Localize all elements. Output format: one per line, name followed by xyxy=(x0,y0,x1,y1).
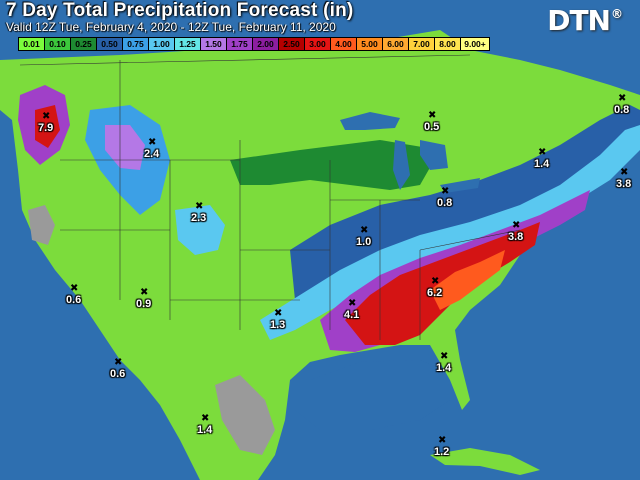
lake-huron xyxy=(420,140,448,170)
value-label-mexico: 1.4 xyxy=(197,424,213,436)
precip-legend: 0.01 0.10 0.25 0.50 0.75 1.00 1.25 1.50 1.75 2.00… xyxy=(18,37,490,51)
legend-cell-4: 0.75 xyxy=(123,38,149,50)
zone-dry-mexico xyxy=(215,375,275,455)
value-label-baja: 0.6 xyxy=(110,368,126,380)
value-label-missouri: 1.0 xyxy=(356,236,372,248)
marker-x-novascotia: ✖ xyxy=(620,167,629,178)
logo-mark: ® xyxy=(611,7,623,21)
zone-dry-nevada xyxy=(28,205,55,245)
legend-cell-10: 2.50 xyxy=(279,38,305,50)
legend-cell-9: 2.00 xyxy=(253,38,279,50)
marker-x-idaho: ✖ xyxy=(148,137,157,148)
value-label-virginia: 3.8 xyxy=(508,231,524,243)
marker-x-maine: ✖ xyxy=(618,93,627,104)
zone-rockies-purple xyxy=(105,125,145,170)
marker-x-texas: ✖ xyxy=(274,308,283,319)
zone-025-north xyxy=(230,140,440,190)
zone-colorado xyxy=(175,205,225,255)
legend-cell-11: 3.00 xyxy=(305,38,331,50)
marker-x-georgia: ✖ xyxy=(431,276,440,287)
marker-x-cuba: ✖ xyxy=(438,435,447,446)
marker-x-mississippi: ✖ xyxy=(348,298,357,309)
value-label-pnw: 7.9 xyxy=(38,122,54,134)
value-label-maine: 0.8 xyxy=(614,104,630,116)
legend-cell-5: 1.00 xyxy=(149,38,175,50)
legend-cell-0: 0.01 xyxy=(19,38,45,50)
value-label-mississippi: 4.1 xyxy=(344,309,360,321)
cuba xyxy=(430,448,540,475)
marker-x-florida: ✖ xyxy=(440,351,449,362)
legend-cell-15: 7.00 xyxy=(409,38,435,50)
lake-michigan xyxy=(393,140,410,190)
lake-erie xyxy=(440,178,480,193)
marker-x-arizona: ✖ xyxy=(140,287,149,298)
value-label-michigan: 0.5 xyxy=(424,121,440,133)
value-label-florida: 1.4 xyxy=(436,362,452,374)
marker-x-michigan: ✖ xyxy=(428,110,437,121)
marker-x-colorado: ✖ xyxy=(195,201,204,212)
value-label-texas: 1.3 xyxy=(270,319,286,331)
value-label-colorado: 2.3 xyxy=(191,212,207,224)
legend-cell-12: 4.00 xyxy=(331,38,357,50)
marker-x-baja: ✖ xyxy=(114,357,123,368)
legend-cell-14: 6.00 xyxy=(383,38,409,50)
legend-cell-1: 0.10 xyxy=(45,38,71,50)
marker-x-pnw: ✖ xyxy=(42,111,51,122)
value-label-novascotia: 3.8 xyxy=(616,178,632,190)
legend-cell-16: 8.00 xyxy=(435,38,461,50)
value-label-idaho: 2.4 xyxy=(144,148,160,160)
legend-cell-3: 0.50 xyxy=(97,38,123,50)
lake-superior xyxy=(340,112,400,130)
legend-cell-8: 1.75 xyxy=(227,38,253,50)
marker-x-newengland: ✖ xyxy=(538,147,547,158)
value-label-newengland: 1.4 xyxy=(534,158,550,170)
map-subtitle: Valid 12Z Tue, February 4, 2020 - 12Z Tu… xyxy=(6,20,336,34)
marker-x-missouri: ✖ xyxy=(360,225,369,236)
border-lines xyxy=(19,54,521,340)
gulf-of-mexico xyxy=(295,360,450,430)
dtn-logo: DTN® xyxy=(547,4,623,37)
map-title: 7 Day Total Precipitation Forecast (in) xyxy=(6,0,354,21)
value-label-cuba: 1.2 xyxy=(434,446,450,458)
logo-text: DTN xyxy=(547,4,611,37)
zone-400-pocket xyxy=(430,250,505,310)
value-label-georgia: 6.2 xyxy=(427,287,443,299)
zone-pnw-red xyxy=(35,105,60,148)
marker-x-ohio: ✖ xyxy=(441,186,450,197)
value-label-arizona: 0.9 xyxy=(136,298,152,310)
value-label-ohio: 0.8 xyxy=(437,197,453,209)
legend-cell-7: 1.50 xyxy=(201,38,227,50)
legend-cell-13: 5.00 xyxy=(357,38,383,50)
legend-cell-6: 1.25 xyxy=(175,38,201,50)
value-label-socal: 0.6 xyxy=(66,294,82,306)
legend-cell-17: 9.00+ xyxy=(461,38,489,50)
zone-100-band xyxy=(260,125,640,340)
legend-cell-2: 0.25 xyxy=(71,38,97,50)
marker-x-socal: ✖ xyxy=(70,283,79,294)
marker-x-virginia: ✖ xyxy=(512,220,521,231)
marker-x-mexico: ✖ xyxy=(201,413,210,424)
